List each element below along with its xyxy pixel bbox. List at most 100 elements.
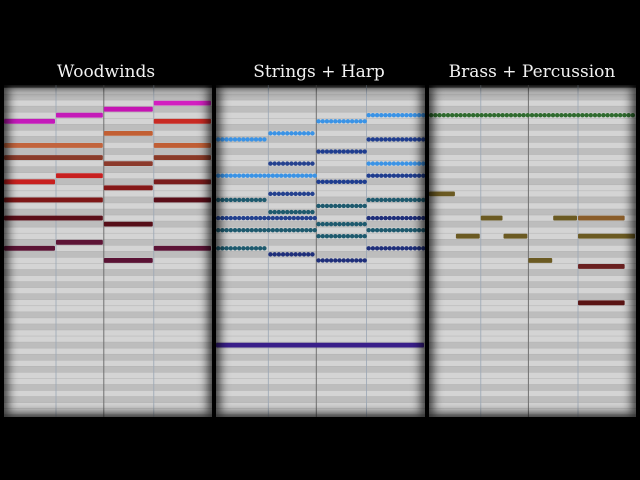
note[interactable] [316, 203, 367, 209]
note-dot [266, 173, 271, 178]
note[interactable] [268, 161, 315, 166]
grid-row [4, 311, 212, 318]
note-dot [379, 137, 384, 142]
note-dot [285, 209, 290, 215]
note[interactable] [103, 161, 153, 167]
note[interactable] [153, 179, 211, 185]
note[interactable] [56, 239, 103, 245]
note[interactable] [553, 215, 578, 221]
note[interactable] [153, 245, 211, 251]
note[interactable] [153, 143, 211, 148]
grid-row [4, 94, 212, 101]
piano-roll-woodwinds[interactable] [4, 85, 212, 417]
note[interactable] [366, 197, 425, 203]
note[interactable] [316, 149, 367, 154]
note[interactable] [268, 209, 315, 215]
grid-row [4, 190, 212, 197]
note[interactable] [153, 100, 211, 106]
note[interactable] [4, 179, 55, 185]
note[interactable] [429, 191, 455, 197]
note[interactable] [216, 197, 267, 203]
note-dot [245, 137, 250, 142]
note[interactable] [153, 197, 211, 203]
note[interactable] [268, 131, 315, 136]
note[interactable] [153, 118, 211, 124]
note-dot [374, 173, 380, 178]
note[interactable] [216, 246, 267, 251]
note[interactable] [366, 215, 425, 221]
note-dot [538, 113, 543, 118]
note[interactable] [103, 106, 153, 112]
note[interactable] [316, 221, 367, 227]
grid-row [4, 196, 212, 203]
note-dot [224, 197, 229, 203]
note-dot [291, 227, 296, 233]
note-dot [295, 173, 301, 178]
note[interactable] [366, 246, 425, 251]
note[interactable] [4, 143, 103, 148]
note[interactable] [316, 258, 367, 263]
note[interactable] [216, 227, 317, 233]
note[interactable] [4, 197, 103, 203]
note-dot [366, 137, 371, 142]
note[interactable] [316, 179, 367, 184]
note[interactable] [503, 233, 528, 239]
note-dot [404, 113, 409, 118]
note-dot [287, 173, 292, 178]
note[interactable] [578, 300, 625, 306]
note[interactable] [216, 173, 317, 178]
piano-roll-brass-percussion[interactable] [429, 85, 636, 417]
note[interactable] [103, 221, 153, 227]
grid-row [429, 251, 636, 258]
note-dot [220, 197, 225, 203]
note[interactable] [316, 119, 367, 124]
note[interactable] [268, 252, 315, 257]
note[interactable] [366, 113, 425, 118]
note-dot [563, 113, 568, 118]
grid-row [429, 106, 636, 113]
note-dot [280, 209, 286, 215]
note[interactable] [578, 233, 635, 239]
note[interactable] [153, 155, 211, 160]
note[interactable] [455, 233, 480, 239]
note[interactable] [316, 234, 367, 239]
note[interactable] [103, 258, 153, 263]
grid-row [4, 372, 212, 379]
note[interactable] [578, 215, 625, 221]
note[interactable] [429, 113, 635, 118]
note[interactable] [103, 130, 153, 136]
note[interactable] [366, 161, 425, 166]
note-dot [395, 113, 401, 118]
note[interactable] [56, 173, 103, 179]
note[interactable] [4, 245, 55, 251]
note[interactable] [56, 112, 103, 118]
note[interactable] [4, 118, 55, 124]
note[interactable] [103, 185, 153, 191]
note-dot [358, 258, 363, 263]
note-dot [383, 227, 388, 233]
note[interactable] [366, 173, 425, 178]
piano-roll-strings-harp[interactable] [216, 85, 425, 417]
note-dot [253, 197, 259, 203]
note[interactable] [4, 155, 103, 160]
grid-row [216, 384, 425, 391]
note[interactable] [528, 258, 553, 263]
note[interactable] [4, 215, 103, 221]
note[interactable] [366, 137, 425, 142]
note[interactable] [366, 227, 425, 233]
note[interactable] [268, 191, 315, 197]
note[interactable] [216, 342, 424, 348]
note[interactable] [216, 215, 317, 221]
grid-row [4, 124, 212, 131]
note-dot [249, 246, 254, 251]
note[interactable] [216, 137, 267, 142]
note[interactable] [480, 215, 503, 221]
note-dot [400, 173, 405, 178]
note-dot [395, 227, 401, 233]
note[interactable] [578, 264, 625, 269]
note-dot [345, 179, 351, 184]
note-dot [421, 246, 425, 251]
note-dot [391, 161, 397, 166]
note-dot [258, 227, 263, 233]
note-dot [249, 197, 254, 203]
